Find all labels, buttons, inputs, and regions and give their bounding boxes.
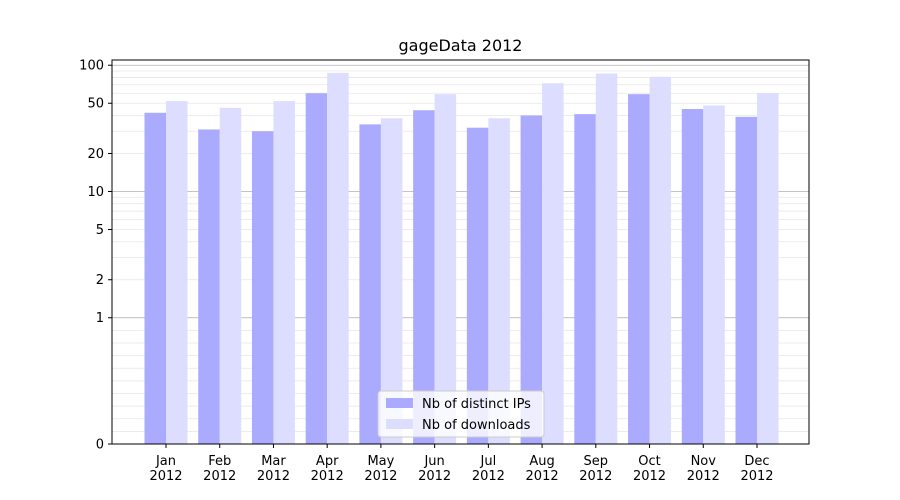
x-tick-label: Aug 2012 [526, 454, 559, 484]
bar-downloads [542, 83, 564, 444]
bar-downloads [219, 107, 242, 444]
x-axis: Jan 2012 Feb 2012 Mar 2012 Apr 2012 May 2012 Jun 20… [149, 444, 774, 484]
x-tick-label: Apr 2012 [311, 454, 344, 484]
bar-downloads [595, 73, 618, 444]
chart-title: gageData 2012 [399, 36, 523, 55]
x-tick-label: Jan 2012 [149, 454, 182, 484]
bar-downloads [380, 118, 403, 445]
bar-distinct-ips [198, 129, 220, 444]
y-tick-label: 5 [96, 223, 104, 238]
bar-downloads [649, 76, 672, 445]
bar-distinct-ips [574, 114, 596, 445]
y-tick-label: 20 [87, 147, 104, 162]
y-tick-label: 10 [87, 185, 104, 200]
y-axis: 0 1 2 5 10 20 50 100 [79, 59, 112, 453]
bar-downloads [757, 93, 779, 444]
bar-downloads [166, 101, 188, 444]
x-tick-label: Jun 2012 [418, 454, 451, 484]
y-tick-label: 50 [87, 97, 104, 112]
y-tick-label: 2 [96, 273, 104, 288]
bar-distinct-ips [520, 115, 543, 445]
x-tick-label: May 2012 [364, 454, 397, 484]
bar-distinct-ips [628, 94, 650, 445]
x-tick-label: Dec 2012 [740, 454, 773, 484]
legend-swatch [386, 398, 413, 408]
bar-distinct-ips [144, 112, 166, 444]
y-tick-label: 1 [96, 311, 104, 326]
x-tick-label: Jul 2012 [472, 454, 505, 484]
legend-label: Nb of downloads [422, 418, 531, 433]
x-tick-label: Oct 2012 [633, 454, 666, 484]
bar-distinct-ips [735, 116, 757, 445]
bar-distinct-ips [413, 110, 435, 444]
y-tick-label: 0 [96, 438, 104, 453]
bar-downloads [327, 72, 349, 444]
bar-downloads [488, 118, 510, 445]
bar-downloads [703, 105, 725, 444]
plot-frame [111, 59, 810, 445]
bar-distinct-ips [305, 93, 328, 444]
x-tick-label: Mar 2012 [257, 454, 290, 484]
legend-swatch [386, 419, 413, 429]
x-tick-label: Feb 2012 [203, 454, 236, 484]
bar-distinct-ips [681, 109, 704, 444]
bar-distinct-ips [359, 124, 381, 444]
bar-downloads [434, 94, 457, 445]
bar-distinct-ips [251, 131, 274, 444]
bar-distinct-ips [466, 127, 489, 445]
x-tick-label: Nov 2012 [687, 454, 720, 484]
x-tick-label: Sep 2012 [579, 454, 612, 484]
legend-box [377, 390, 545, 438]
legend-label: Nb of distinct IPs [422, 397, 531, 412]
bars [144, 72, 779, 445]
bar-downloads [273, 101, 295, 444]
y-tick-label: 100 [79, 59, 104, 74]
legend: Nb of distinct IPs Nb of downloads [377, 390, 545, 438]
